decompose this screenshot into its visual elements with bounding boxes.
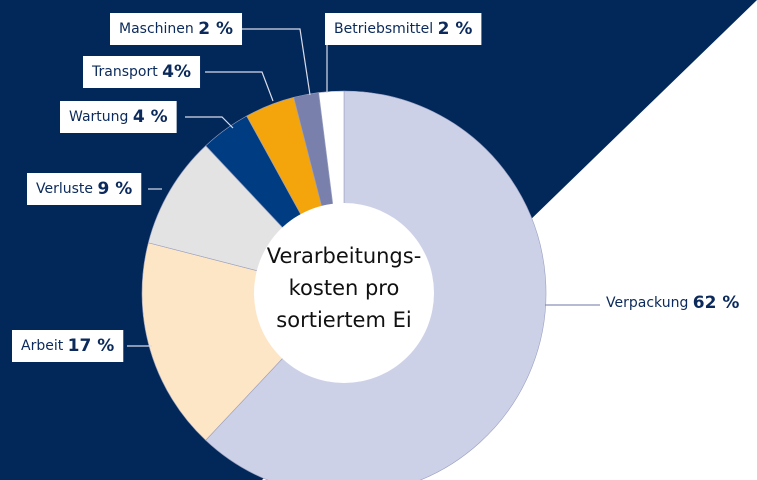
category-name: Arbeit <box>21 338 64 354</box>
category-name: Wartung <box>69 109 128 125</box>
slice-label: Maschinen 2 % <box>119 19 233 39</box>
value-label: 17 % <box>68 336 115 356</box>
category-name: Maschinen <box>119 21 194 37</box>
value-label: 9 % <box>97 179 132 199</box>
leader-line <box>185 116 234 129</box>
label-box <box>110 13 243 45</box>
value-label: 2 % <box>438 19 473 39</box>
label-box <box>83 56 201 88</box>
center-label: Verarbeitungs- <box>267 244 422 268</box>
slice-label: Verpackung 62 % <box>606 293 739 313</box>
slice-label: Betriebsmittel 2 % <box>334 19 472 39</box>
label-box <box>60 101 177 133</box>
category-name: Verpackung <box>606 295 688 311</box>
label-box <box>27 173 142 205</box>
category-name: Verluste <box>36 181 93 197</box>
category-name: Betriebsmittel <box>334 21 433 37</box>
slices <box>141 90 547 480</box>
slice-label: Transport 4% <box>91 62 191 82</box>
label-box <box>12 330 124 362</box>
value-label: 4 % <box>133 107 168 127</box>
center-label: kosten pro <box>289 276 400 300</box>
category-name: Transport <box>91 64 158 80</box>
label-box <box>325 13 482 45</box>
slice-label: Wartung 4 % <box>69 107 168 127</box>
value-label: 62 % <box>693 293 740 313</box>
slice-label: Verluste 9 % <box>36 179 132 199</box>
value-label: 4% <box>162 62 191 82</box>
slice-label: Arbeit 17 % <box>21 336 114 356</box>
donut-hole <box>254 203 434 383</box>
center-label: sortiertem Ei <box>276 308 411 332</box>
leader-line <box>205 71 274 102</box>
value-label: 2 % <box>198 19 233 39</box>
leader-line <box>240 28 311 96</box>
